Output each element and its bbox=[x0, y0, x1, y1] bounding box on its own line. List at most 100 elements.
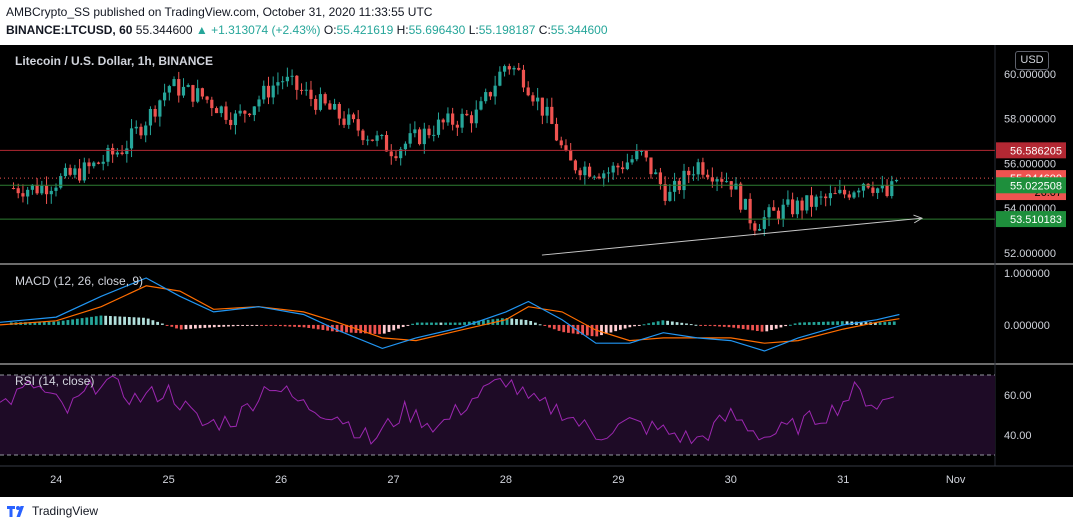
candle-body bbox=[134, 126, 138, 129]
macd-histogram-bar bbox=[382, 324, 386, 334]
candle-body bbox=[54, 187, 58, 191]
macd-histogram-bar bbox=[184, 324, 188, 330]
macd-histogram-bar bbox=[345, 324, 348, 333]
candle-body bbox=[809, 195, 814, 207]
macd-histogram-bar bbox=[784, 324, 788, 327]
macd-histogram-bar bbox=[38, 321, 41, 325]
macd-histogram-bar bbox=[411, 323, 415, 325]
price-axis-label: 58.000000 bbox=[1004, 114, 1056, 126]
macd-histogram-bar bbox=[142, 317, 145, 325]
macd-histogram-bar bbox=[760, 324, 764, 332]
macd-histogram-bar bbox=[864, 322, 868, 325]
candle-body bbox=[592, 176, 596, 178]
candle-body bbox=[857, 190, 861, 193]
candle-body bbox=[564, 145, 568, 151]
macd-histogram-bar bbox=[590, 324, 594, 337]
open-label: O: bbox=[323, 23, 337, 37]
candle-body bbox=[776, 210, 781, 220]
macd-histogram-bar bbox=[628, 324, 632, 328]
chart-canvas[interactable]: 60.00000058.00000056.00000054.00000052.0… bbox=[0, 45, 1073, 497]
candle-body bbox=[347, 114, 351, 125]
candle-body bbox=[101, 161, 105, 164]
candle-body bbox=[370, 139, 374, 141]
candle-body bbox=[276, 82, 280, 86]
macd-histogram-bar bbox=[581, 324, 585, 335]
macd-histogram-bar bbox=[401, 324, 405, 328]
candle-body bbox=[772, 207, 776, 211]
candle-body bbox=[328, 103, 332, 110]
candle-body bbox=[314, 98, 318, 110]
candle-body bbox=[706, 174, 710, 178]
candle-body bbox=[40, 185, 44, 194]
candle-body bbox=[805, 195, 809, 211]
candle-body bbox=[587, 166, 592, 177]
macd-histogram-bar bbox=[283, 324, 287, 327]
candle-body bbox=[824, 196, 828, 199]
candle-body bbox=[687, 170, 691, 176]
macd-histogram-bar bbox=[61, 320, 65, 325]
candle-body bbox=[583, 166, 587, 176]
footer-brand[interactable]: TradingView bbox=[6, 504, 98, 518]
macd-histogram-bar bbox=[500, 318, 504, 325]
macd-histogram-bar bbox=[571, 324, 575, 334]
candle-body bbox=[611, 165, 615, 173]
candle-body bbox=[304, 89, 308, 91]
macd-histogram-bar bbox=[515, 318, 518, 325]
candle-body bbox=[158, 100, 162, 117]
candle-body bbox=[625, 162, 629, 170]
macd-histogram-bar bbox=[269, 324, 273, 326]
macd-histogram-bar bbox=[703, 324, 707, 326]
candle-body bbox=[191, 85, 195, 102]
candle-body bbox=[266, 85, 271, 98]
macd-histogram-bar bbox=[859, 321, 863, 325]
macd-histogram-bar bbox=[836, 321, 839, 325]
macd-histogram-bar bbox=[288, 324, 292, 327]
macd-histogram-bar bbox=[826, 321, 830, 325]
macd-histogram-bar bbox=[798, 322, 802, 325]
macd-histogram-bar bbox=[297, 324, 301, 328]
macd-histogram-bar bbox=[293, 324, 296, 327]
macd-histogram-bar bbox=[633, 324, 636, 327]
candle-body bbox=[455, 124, 459, 128]
macd-histogram-bar bbox=[524, 319, 528, 325]
candle-body bbox=[177, 79, 181, 96]
macd-histogram-bar bbox=[194, 324, 197, 329]
candle-body bbox=[630, 159, 634, 163]
macd-histogram-bar bbox=[198, 324, 202, 329]
candle-body bbox=[559, 140, 563, 146]
time-axis-label: 31 bbox=[837, 474, 849, 486]
candle-body bbox=[734, 183, 738, 190]
candle-body bbox=[281, 81, 285, 83]
candle-body bbox=[847, 194, 851, 198]
candle-body bbox=[233, 113, 238, 126]
candle-body bbox=[493, 85, 497, 97]
candle-body bbox=[828, 193, 833, 199]
macd-histogram-bar bbox=[57, 321, 60, 325]
candle-body bbox=[205, 96, 209, 100]
candle-body bbox=[526, 87, 530, 96]
macd-histogram-bar bbox=[751, 324, 755, 331]
trendline bbox=[541, 217, 922, 256]
candle-body bbox=[342, 118, 346, 125]
candle-body bbox=[262, 85, 266, 100]
macd-histogram-bar bbox=[170, 324, 174, 327]
currency-button[interactable]: USD bbox=[1015, 51, 1049, 70]
macd-histogram-bar bbox=[109, 316, 112, 325]
macd-histogram-bar bbox=[312, 324, 315, 329]
macd-histogram-bar bbox=[448, 322, 452, 325]
price-axis-label: 52.000000 bbox=[1004, 248, 1056, 260]
candle-body bbox=[739, 183, 743, 210]
chart-area[interactable]: 60.000000 58.000000 56.000000 54.000000 52.0… bbox=[0, 45, 1073, 497]
macd-histogram-bar bbox=[434, 322, 438, 325]
candle-body bbox=[21, 193, 25, 197]
macd-histogram-bar bbox=[647, 323, 651, 325]
macd-histogram-bar bbox=[189, 324, 193, 329]
candle-body bbox=[569, 150, 573, 161]
macd-histogram-bar bbox=[548, 324, 551, 328]
macd-histogram-bar bbox=[302, 324, 306, 328]
macd-histogram-bar bbox=[538, 324, 542, 326]
candle-body bbox=[181, 86, 186, 96]
macd-histogram-bar bbox=[160, 323, 164, 325]
candle-body bbox=[488, 92, 493, 97]
candle-body bbox=[672, 180, 677, 192]
